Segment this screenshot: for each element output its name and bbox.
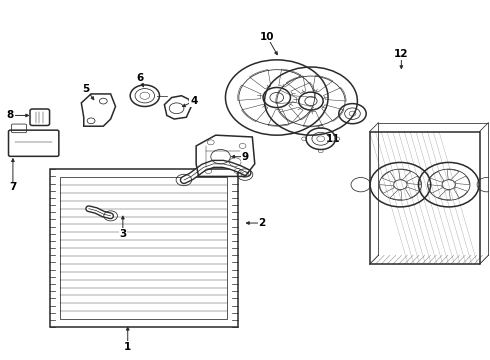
Bar: [49, 169, 238, 327]
Text: 12: 12: [394, 49, 409, 59]
Text: 10: 10: [260, 32, 274, 41]
Bar: [60, 177, 227, 319]
Text: 1: 1: [124, 342, 131, 352]
Text: 6: 6: [136, 73, 144, 83]
Text: 5: 5: [83, 84, 90, 94]
Text: 3: 3: [119, 229, 126, 239]
Text: 4: 4: [190, 96, 197, 106]
Text: 11: 11: [326, 134, 340, 144]
Text: 9: 9: [242, 152, 248, 162]
Text: 7: 7: [9, 182, 17, 192]
Bar: [369, 132, 480, 264]
Text: 2: 2: [259, 218, 266, 228]
Text: 8: 8: [7, 111, 14, 121]
